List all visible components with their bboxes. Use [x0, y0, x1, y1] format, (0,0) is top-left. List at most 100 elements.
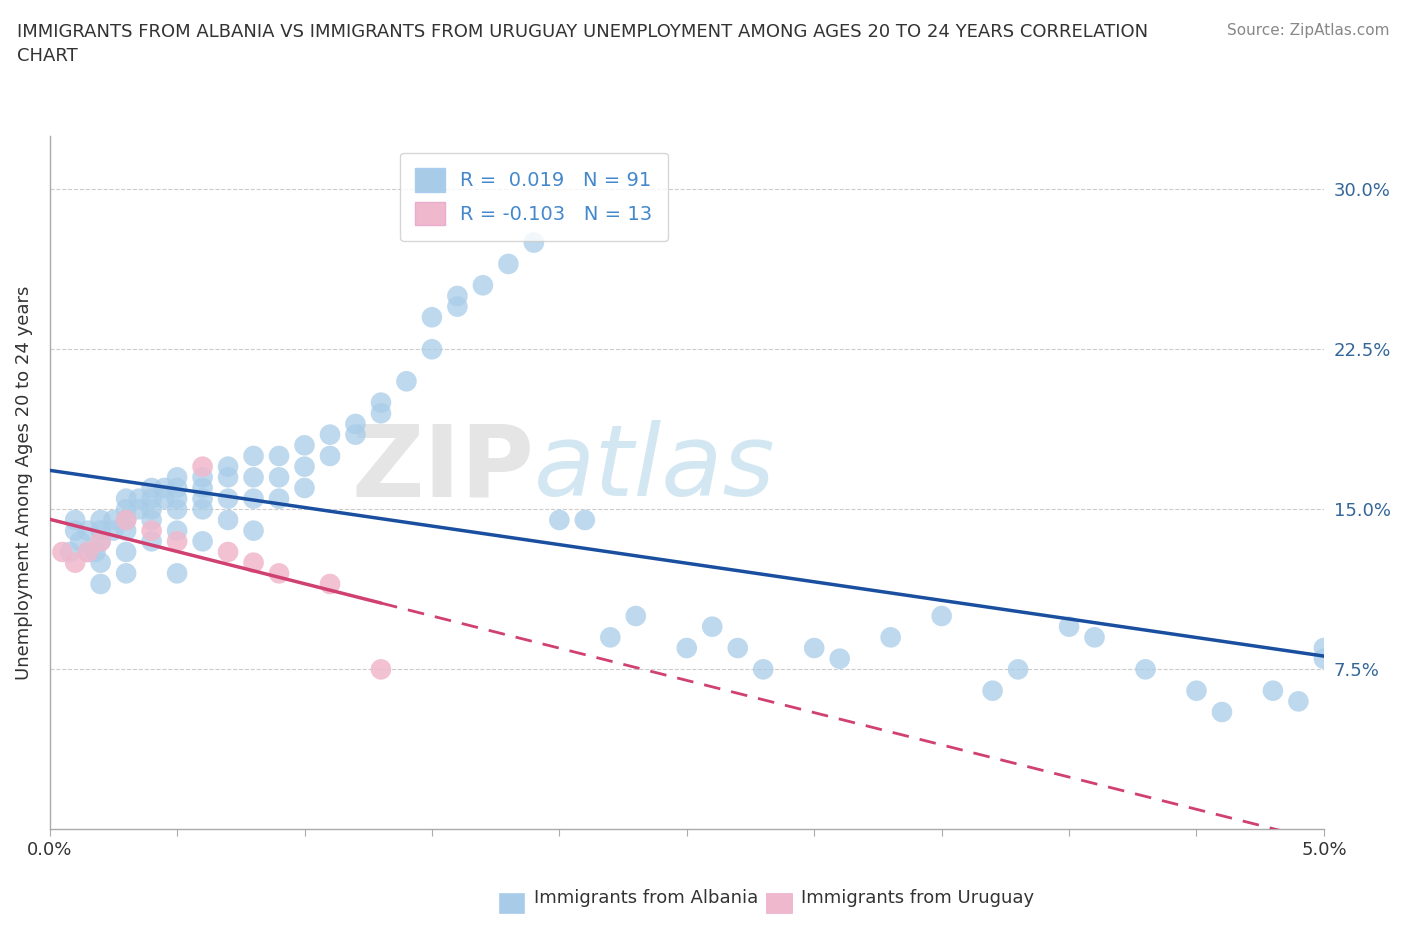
Point: [90, 524, 112, 538]
Point: [267, 491, 290, 506]
Point: [51, 545, 73, 560]
Point: [115, 491, 138, 506]
Point: [166, 491, 188, 506]
Point: [752, 662, 775, 677]
Point: [166, 481, 188, 496]
Point: [191, 470, 214, 485]
Point: [1313, 651, 1336, 666]
Y-axis label: Unemployment Among Ages 20 to 24 years: Unemployment Among Ages 20 to 24 years: [15, 286, 32, 680]
Point: [420, 310, 443, 325]
Text: ZIP: ZIP: [352, 420, 534, 517]
Point: [115, 512, 138, 527]
Point: [90, 534, 112, 549]
Point: [141, 512, 163, 527]
Point: [574, 512, 596, 527]
Point: [217, 545, 239, 560]
Point: [115, 565, 138, 580]
Point: [141, 502, 163, 517]
Point: [141, 534, 163, 549]
Point: [90, 577, 112, 591]
Point: [90, 534, 112, 549]
Point: [77, 545, 100, 560]
Legend: R =  0.019   N = 91, R = -0.103   N = 13: R = 0.019 N = 91, R = -0.103 N = 13: [399, 153, 668, 241]
Point: [624, 608, 647, 623]
Point: [727, 641, 749, 656]
Point: [77, 545, 100, 560]
Point: [1007, 662, 1029, 677]
Point: [344, 427, 367, 442]
Point: [548, 512, 571, 527]
Point: [242, 470, 264, 485]
Point: [1185, 684, 1208, 698]
Point: [471, 278, 494, 293]
Point: [879, 630, 901, 644]
Point: [153, 491, 176, 506]
Point: [217, 491, 239, 506]
Point: [267, 470, 290, 485]
Point: [370, 395, 392, 410]
Point: [191, 459, 214, 474]
Point: [217, 459, 239, 474]
Point: [319, 577, 342, 591]
Point: [242, 491, 264, 506]
Text: atlas: atlas: [534, 420, 776, 517]
Point: [191, 481, 214, 496]
Point: [141, 481, 163, 496]
Point: [599, 630, 621, 644]
Point: [90, 555, 112, 570]
Point: [803, 641, 825, 656]
Point: [103, 512, 125, 527]
Point: [84, 545, 107, 560]
Point: [63, 555, 86, 570]
Point: [153, 481, 176, 496]
Point: [420, 342, 443, 357]
Point: [1261, 684, 1284, 698]
Text: Immigrants from Albania: Immigrants from Albania: [534, 889, 758, 907]
Point: [191, 491, 214, 506]
Point: [191, 534, 214, 549]
Point: [446, 299, 468, 314]
Point: [294, 438, 316, 453]
Point: [267, 448, 290, 463]
Point: [828, 651, 851, 666]
Point: [90, 512, 112, 527]
Point: [395, 374, 418, 389]
Point: [69, 534, 91, 549]
Point: [166, 524, 188, 538]
Text: IMMIGRANTS FROM ALBANIA VS IMMIGRANTS FROM URUGUAY UNEMPLOYMENT AMONG AGES 20 TO: IMMIGRANTS FROM ALBANIA VS IMMIGRANTS FR…: [17, 23, 1147, 65]
Point: [675, 641, 697, 656]
Point: [141, 524, 163, 538]
Point: [1211, 705, 1233, 720]
Point: [294, 459, 316, 474]
Point: [115, 545, 138, 560]
Text: Source: ZipAtlas.com: Source: ZipAtlas.com: [1226, 23, 1389, 38]
Point: [498, 257, 520, 272]
Point: [1313, 641, 1336, 656]
Point: [1083, 630, 1105, 644]
Point: [1057, 619, 1080, 634]
Point: [267, 565, 290, 580]
Point: [128, 502, 150, 517]
Point: [63, 512, 86, 527]
Point: [319, 427, 342, 442]
Point: [242, 555, 264, 570]
Point: [242, 448, 264, 463]
Point: [294, 481, 316, 496]
Point: [115, 512, 138, 527]
Point: [217, 512, 239, 527]
Point: [1135, 662, 1157, 677]
Point: [344, 417, 367, 432]
Point: [141, 491, 163, 506]
Point: [59, 545, 82, 560]
Point: [166, 534, 188, 549]
Point: [981, 684, 1004, 698]
Point: [446, 288, 468, 303]
Point: [128, 491, 150, 506]
Point: [523, 235, 546, 250]
Point: [63, 524, 86, 538]
Point: [242, 524, 264, 538]
Point: [370, 662, 392, 677]
Point: [319, 448, 342, 463]
Point: [166, 470, 188, 485]
Text: Immigrants from Uruguay: Immigrants from Uruguay: [801, 889, 1035, 907]
